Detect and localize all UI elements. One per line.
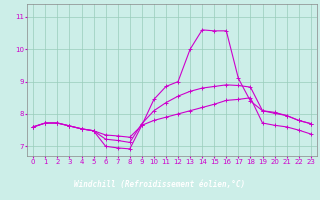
Text: Windchill (Refroidissement éolien,°C): Windchill (Refroidissement éolien,°C) <box>75 180 245 189</box>
